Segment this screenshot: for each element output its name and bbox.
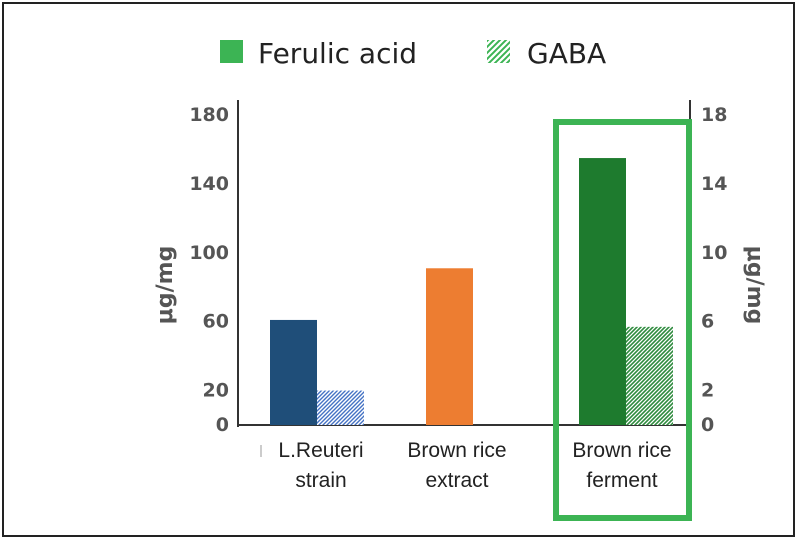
- legend-label-gaba: GABA: [527, 37, 606, 70]
- category-label: Brown rice: [407, 439, 506, 462]
- legend-swatch-ferulic-acid: [220, 40, 243, 63]
- bar-ferulic-acid: [579, 158, 626, 426]
- y-right-tick-label: 6: [701, 311, 714, 333]
- y-right-tick-label: 10: [701, 242, 727, 264]
- legend-label-ferulic-acid: Ferulic acid: [258, 37, 417, 70]
- category-label: L.Reuteri: [278, 439, 363, 462]
- y-axis-right-title: μg/mg: [742, 246, 767, 325]
- category-label: strain: [295, 469, 346, 492]
- y-left-tick-label: 100: [189, 242, 229, 264]
- y-right-tick-label: 2: [701, 380, 714, 402]
- category-label: Brown rice: [572, 439, 671, 462]
- bar-ferulic-acid: [270, 319, 317, 425]
- y-axis-left-ticks: 0 20 60 100 140 180: [189, 104, 229, 436]
- y-right-tick-label: 0: [701, 414, 714, 436]
- y-left-tick-label: 180: [189, 104, 229, 126]
- bar-ferulic-acid: [426, 268, 473, 425]
- y-left-tick-label: 60: [203, 311, 229, 333]
- y-left-tick-label: 140: [189, 173, 229, 195]
- bar-gaba: [626, 326, 673, 425]
- legend-swatch-gaba: [487, 40, 510, 63]
- y-axis-right-ticks: 0 2 6 10 14 18: [701, 104, 727, 436]
- highlight-box-brown-rice-ferment: [553, 119, 692, 521]
- y-right-tick-label: 14: [701, 173, 727, 195]
- legend: Ferulic acid GABA: [220, 37, 606, 70]
- y-axis-left-title: μg/mg: [153, 246, 178, 325]
- category-label: extract: [425, 469, 488, 492]
- y-left-tick-label: 20: [203, 380, 229, 402]
- category-labels: L.Reuteri strain Brown rice extract Brown ri…: [278, 439, 671, 492]
- bar-gaba: [317, 390, 364, 425]
- y-right-tick-label: 18: [701, 104, 727, 126]
- y-left-tick-label: 0: [216, 414, 229, 436]
- category-label: ferment: [586, 469, 657, 492]
- bars: [270, 158, 673, 426]
